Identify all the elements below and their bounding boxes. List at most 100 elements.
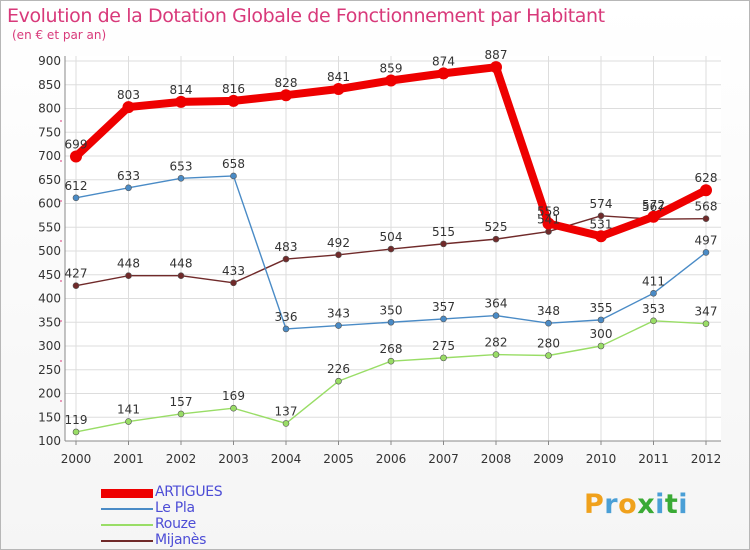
data-point bbox=[595, 230, 607, 243]
x-tick-label: 2012 bbox=[691, 452, 722, 466]
data-point bbox=[542, 217, 555, 230]
data-point bbox=[227, 94, 240, 107]
data-label: 816 bbox=[222, 82, 245, 96]
data-point bbox=[387, 318, 395, 326]
data-point bbox=[332, 83, 345, 96]
data-point bbox=[282, 255, 290, 263]
data-label: 282 bbox=[485, 336, 508, 350]
data-label: 612 bbox=[65, 179, 88, 193]
data-label: 874 bbox=[432, 54, 455, 68]
legend-label: Le Pla bbox=[155, 500, 195, 516]
data-label: 653 bbox=[170, 159, 193, 173]
data-label: 300 bbox=[590, 327, 613, 341]
data-point bbox=[702, 320, 710, 327]
y-tick-label: 500 bbox=[38, 244, 61, 258]
data-point bbox=[335, 251, 342, 259]
logo-letter: t bbox=[664, 489, 679, 520]
data-label: 353 bbox=[642, 302, 665, 316]
data-label: 568 bbox=[695, 200, 718, 214]
y-tick-label: 150 bbox=[38, 410, 61, 424]
data-point bbox=[282, 325, 290, 333]
data-point bbox=[230, 279, 237, 287]
data-label: 347 bbox=[695, 305, 718, 319]
data-label: 574 bbox=[590, 197, 613, 211]
data-label: 348 bbox=[537, 304, 560, 318]
data-point bbox=[125, 418, 132, 425]
data-point bbox=[702, 215, 710, 222]
logo-letter: r bbox=[604, 489, 619, 520]
data-label: 268 bbox=[380, 342, 403, 356]
data-label: 803 bbox=[117, 88, 140, 102]
chart-title: Evolution de la Dotation Globale de Fonc… bbox=[7, 5, 605, 27]
data-label: 531 bbox=[590, 217, 613, 231]
logo-letter: P bbox=[584, 489, 605, 520]
data-point bbox=[440, 240, 447, 248]
data-label: 336 bbox=[275, 310, 298, 324]
logo-letter: i bbox=[678, 489, 689, 520]
data-point bbox=[545, 319, 552, 327]
data-point bbox=[230, 404, 237, 412]
x-tick-label: 2009 bbox=[533, 452, 564, 466]
data-point bbox=[437, 67, 450, 80]
data-label: 633 bbox=[117, 169, 140, 183]
y-tick-label: 900 bbox=[38, 54, 61, 68]
y-tick-label: 200 bbox=[38, 387, 61, 401]
data-point bbox=[387, 245, 395, 253]
data-label: 157 bbox=[170, 395, 193, 409]
y-tick-label: 450 bbox=[38, 268, 61, 282]
data-label: 433 bbox=[222, 264, 245, 278]
data-label: 411 bbox=[642, 274, 665, 288]
x-tick-label: 2001 bbox=[113, 452, 144, 466]
data-point bbox=[72, 194, 80, 202]
legend-swatch bbox=[101, 540, 153, 542]
y-tick-label: 550 bbox=[38, 220, 61, 234]
legend-swatch bbox=[101, 508, 153, 510]
data-point bbox=[597, 212, 605, 220]
data-point bbox=[125, 184, 132, 192]
x-tick-label: 2011 bbox=[638, 452, 669, 466]
data-point bbox=[492, 235, 500, 243]
data-point bbox=[650, 289, 657, 297]
x-tick-label: 2000 bbox=[61, 452, 92, 466]
data-point bbox=[492, 312, 500, 319]
legend-label: ARTIGUES bbox=[155, 484, 223, 500]
x-tick-label: 2004 bbox=[271, 452, 302, 466]
chart-subtitle: (en € et par an) bbox=[12, 28, 107, 42]
data-label: 141 bbox=[117, 403, 140, 417]
data-label: 887 bbox=[485, 48, 508, 62]
proxiti-logo: Proxiti bbox=[584, 489, 688, 520]
x-tick-label: 2003 bbox=[218, 452, 249, 466]
y-tick-label: 350 bbox=[38, 315, 61, 329]
data-label: 497 bbox=[695, 233, 718, 247]
data-point bbox=[280, 89, 292, 102]
data-point bbox=[545, 352, 552, 359]
x-tick-label: 2002 bbox=[166, 452, 197, 466]
data-label: 515 bbox=[432, 225, 455, 239]
data-point bbox=[597, 316, 605, 324]
x-tick-label: 2006 bbox=[376, 452, 407, 466]
x-tick-label: 2005 bbox=[323, 452, 354, 466]
data-point bbox=[282, 420, 290, 427]
y-tick-label: 300 bbox=[38, 339, 61, 353]
data-point bbox=[597, 342, 605, 350]
y-tick-label: 400 bbox=[38, 292, 61, 306]
x-tick-label: 2007 bbox=[428, 452, 459, 466]
data-point bbox=[650, 317, 657, 325]
x-tick-label: 2008 bbox=[481, 452, 512, 466]
data-label: 448 bbox=[170, 257, 193, 271]
y-tick-label: 850 bbox=[38, 78, 61, 92]
data-point bbox=[72, 428, 80, 436]
data-label: 119 bbox=[65, 413, 88, 427]
data-label: 541 bbox=[537, 213, 560, 227]
logo-letter: i bbox=[655, 489, 665, 520]
legend-label: Mijanès bbox=[155, 532, 207, 548]
y-tick-label: 250 bbox=[38, 363, 61, 377]
y-tick-label: 100 bbox=[38, 434, 61, 448]
data-label: 628 bbox=[695, 171, 718, 185]
data-label: 572 bbox=[642, 198, 665, 212]
data-label: 828 bbox=[275, 76, 298, 90]
data-label: 699 bbox=[65, 137, 88, 151]
data-point bbox=[125, 272, 132, 280]
